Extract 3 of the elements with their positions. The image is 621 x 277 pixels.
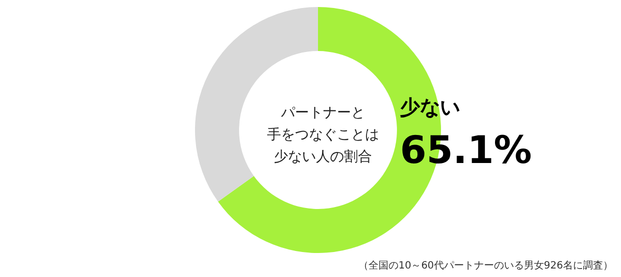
text: パートナーと手をつなぐことは少ない人の割合 bbox=[267, 105, 379, 165]
text: （全国の10～60代パートナーのいる男女926名に調査） bbox=[358, 260, 614, 272]
slice-label: 少ない bbox=[400, 95, 460, 119]
